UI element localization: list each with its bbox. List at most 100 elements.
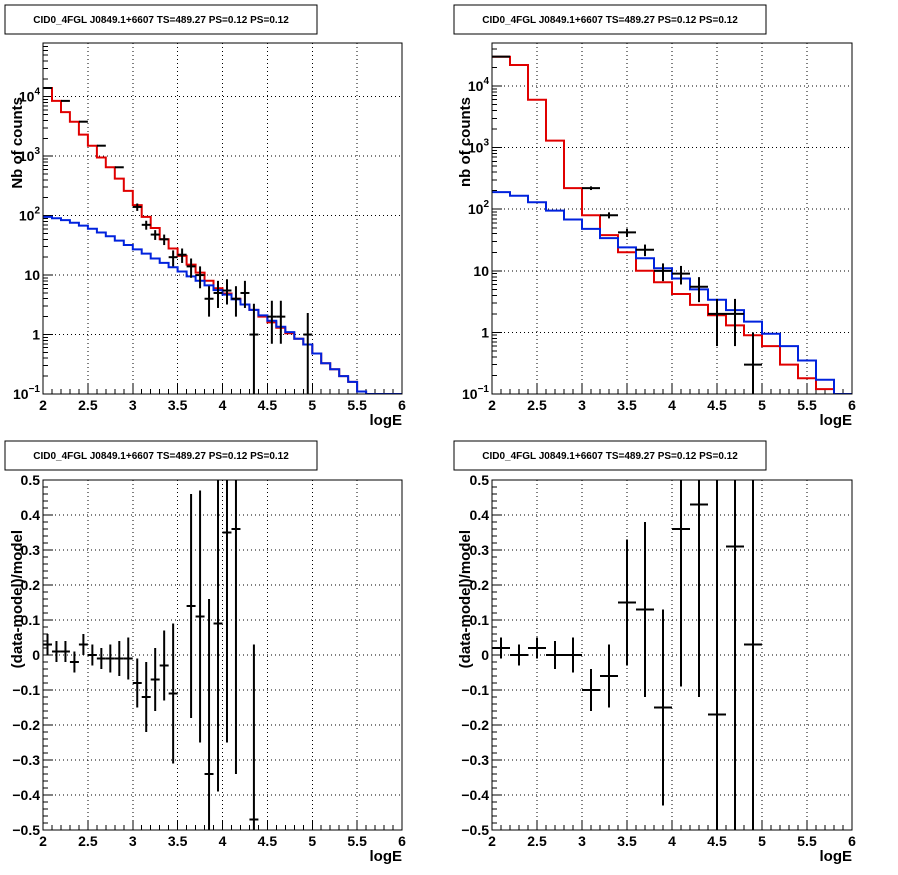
plot-area — [492, 480, 762, 830]
x-tick-label: 3.5 — [617, 833, 637, 849]
data-point — [222, 279, 232, 305]
data-point — [240, 280, 250, 308]
plot-area — [43, 87, 402, 394]
data-point — [222, 480, 232, 743]
y-tick-label: 0.3 — [21, 542, 41, 558]
data-point — [69, 651, 79, 673]
data-point — [600, 644, 618, 708]
chart-title: CID0_4FGL J0849.1+6607 TS=489.27 PS=0.12… — [33, 15, 289, 26]
x-tick-label: 2 — [488, 833, 496, 849]
y-axis-label: (data-model)/model — [457, 530, 474, 668]
data-point — [150, 230, 160, 240]
x-tick-label: 6 — [848, 397, 856, 413]
data-point — [249, 303, 259, 394]
y-tick-label: 1 — [32, 327, 40, 343]
data-point — [618, 539, 636, 666]
data-point — [231, 480, 241, 774]
y-tick-label: 0 — [32, 647, 40, 663]
chart-title: CID0_4FGL J0849.1+6607 TS=489.27 PS=0.12… — [33, 451, 289, 462]
data-point — [186, 494, 196, 718]
data-point — [186, 258, 196, 278]
x-tick-label: 5 — [758, 833, 766, 849]
plot-frame — [42, 479, 403, 831]
x-tick-label: 5.5 — [347, 397, 367, 413]
residuals-panel-left: 2 2.5 3 3.5 4 4.5 5 5.5 6 −0.5 −0.4 −0.3 −0.2 −0.1 0 0.… — [4, 440, 406, 865]
y-axis-label: Nb of counts — [9, 97, 26, 189]
total-model-histogram — [492, 55, 852, 394]
plot-area — [492, 55, 852, 394]
x-tick-label: 3.5 — [168, 397, 188, 413]
y-tick-exponent: −1 — [29, 384, 41, 395]
y-tick-label: 103 — [468, 138, 490, 156]
data-point — [87, 644, 97, 666]
y-tick-base: 10 — [19, 148, 35, 164]
x-tick-label: 5 — [308, 397, 316, 413]
y-tick-exponent: 4 — [483, 76, 489, 87]
data-point — [43, 634, 52, 655]
y-tick-label: 10−1 — [462, 384, 489, 402]
data-point — [141, 220, 151, 230]
y-tick-exponent: 4 — [34, 87, 40, 98]
y-axis-label: (data-model)/model — [9, 530, 26, 668]
data-point — [96, 648, 106, 669]
data-point — [726, 298, 744, 347]
y-tick-base: 10 — [468, 140, 484, 156]
x-tick-label: 2 — [39, 397, 47, 413]
y-tick-base: 10 — [13, 386, 29, 402]
x-tick-label: 5.5 — [797, 397, 817, 413]
y-tick-label: 0.5 — [470, 472, 490, 488]
data-point — [672, 480, 690, 687]
y-tick-label: −0.1 — [12, 682, 40, 698]
y-tick-label: −0.5 — [461, 822, 489, 838]
y-tick-exponent: 2 — [483, 199, 489, 210]
data-point — [249, 644, 259, 830]
data-point — [168, 250, 178, 267]
x-tick-label: 4 — [668, 397, 676, 413]
y-tick-label: −0.4 — [12, 787, 40, 803]
y-tick-label: 10 — [473, 263, 489, 279]
x-tick-label: 2.5 — [527, 833, 547, 849]
data-point — [672, 265, 690, 285]
data-point — [78, 634, 88, 655]
total-model-histogram — [43, 87, 402, 394]
data-point — [51, 641, 61, 662]
x-axis-label: logE — [370, 412, 403, 429]
data-point — [132, 658, 142, 708]
title-box — [453, 4, 767, 35]
y-tick-label: 103 — [19, 146, 41, 164]
x-tick-label: 4.5 — [258, 397, 278, 413]
data-point — [744, 480, 762, 830]
y-tick-label: 104 — [468, 76, 490, 94]
data-point — [636, 522, 654, 697]
y-tick-base: 10 — [468, 78, 484, 94]
data-point — [546, 641, 564, 669]
data-point — [123, 637, 133, 680]
y-tick-label: −0.2 — [461, 717, 489, 733]
plot-area — [43, 480, 259, 830]
y-tick-label: 10 — [24, 267, 40, 283]
y-tick-label: −0.4 — [461, 787, 489, 803]
y-tick-label: −0.1 — [461, 682, 489, 698]
data-point — [744, 332, 762, 394]
x-tick-label: 5.5 — [797, 833, 817, 849]
y-tick-base: 10 — [19, 89, 35, 105]
data-point — [231, 286, 241, 317]
data-point — [60, 641, 70, 662]
x-tick-label: 2 — [488, 397, 496, 413]
y-tick-base: 10 — [462, 386, 478, 402]
y-tick-label: 0.2 — [21, 577, 41, 593]
y-tick-label: 0.3 — [470, 542, 490, 558]
x-tick-label: 4 — [668, 833, 676, 849]
data-point — [213, 480, 223, 792]
data-point — [168, 623, 178, 764]
plot-frame — [491, 479, 853, 831]
x-tick-label: 4.5 — [258, 833, 278, 849]
y-tick-label: 104 — [19, 87, 41, 105]
data-point — [195, 490, 205, 743]
x-tick-label: 3.5 — [617, 397, 637, 413]
data-point — [492, 637, 510, 659]
x-tick-label: 3 — [578, 833, 586, 849]
data-point — [177, 248, 187, 263]
data-point — [159, 234, 169, 246]
title-box — [4, 4, 318, 35]
